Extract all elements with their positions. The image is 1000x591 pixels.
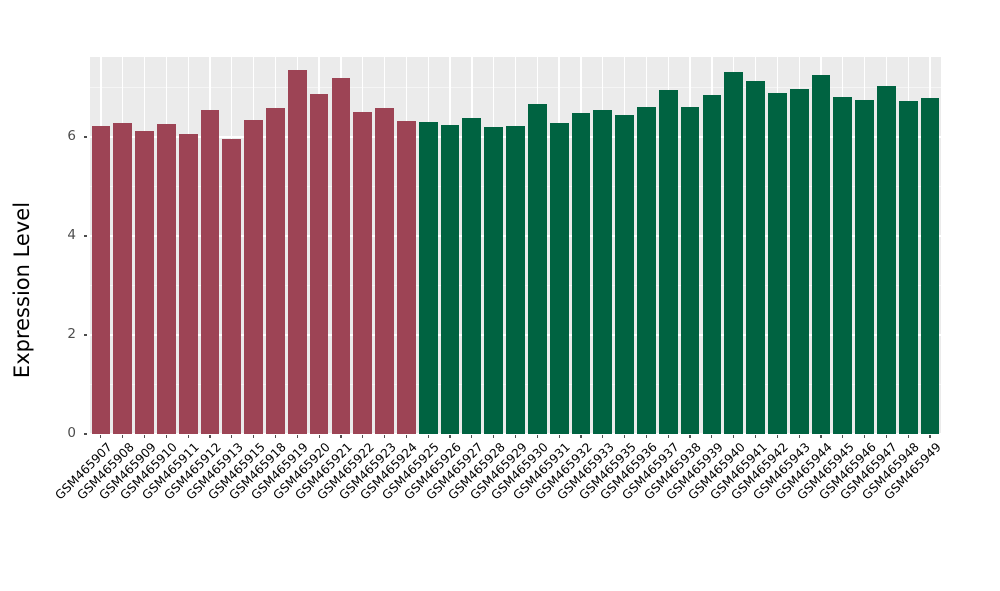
bar	[833, 97, 853, 434]
bar	[767, 93, 787, 434]
bar	[615, 115, 634, 434]
bar	[222, 138, 242, 434]
bar	[113, 122, 133, 434]
y-axis-tick-label: 0	[67, 425, 76, 441]
x-axis-tick-mark	[798, 435, 800, 438]
bar	[353, 112, 373, 434]
bar	[920, 97, 940, 434]
x-axis-tick-mark	[536, 435, 538, 438]
x-axis-tick-mark	[340, 435, 342, 438]
bar	[658, 90, 678, 434]
y-axis-tick-mark	[84, 433, 87, 435]
x-axis-tick-mark	[907, 435, 909, 438]
y-axis-tick-label: 4	[67, 227, 76, 243]
bar	[309, 94, 329, 434]
y-axis-tick-mark	[84, 136, 87, 138]
bar	[527, 103, 547, 434]
bar	[418, 121, 438, 434]
bar	[637, 107, 656, 434]
x-axis-tick-mark	[165, 435, 167, 438]
x-axis-tick-mark	[514, 435, 517, 438]
bar	[789, 89, 809, 434]
bar	[331, 78, 351, 434]
bar	[397, 120, 416, 434]
y-axis-tick-mark	[84, 334, 87, 336]
bar	[724, 72, 744, 434]
bar	[91, 126, 111, 434]
x-axis-tick-mark	[471, 435, 473, 438]
y-axis-tick-label: 6	[67, 128, 76, 144]
bar	[156, 124, 176, 434]
x-axis-tick-mark	[383, 435, 386, 438]
x-axis-tick-mark	[624, 435, 626, 438]
x-axis-tick-mark	[602, 435, 604, 438]
bar	[593, 109, 613, 434]
x-axis-tick-mark	[100, 435, 102, 438]
x-axis-tick-mark	[645, 435, 647, 438]
x-axis-tick-mark	[580, 435, 582, 438]
x-axis-tick-mark	[427, 435, 429, 438]
y-axis-tick-label: 2	[67, 326, 76, 342]
x-axis-tick-mark	[449, 435, 451, 438]
x-axis-tick-mark	[864, 435, 866, 438]
x-axis-tick-mark	[231, 435, 233, 438]
x-axis-tick-mark	[776, 435, 778, 438]
x-axis-tick-mark	[187, 435, 189, 438]
x-axis-tick-mark	[122, 435, 124, 438]
bar	[680, 107, 700, 434]
y-axis-tick-mark	[84, 235, 87, 237]
bar	[178, 133, 198, 434]
x-axis-tick-mark	[558, 435, 560, 438]
bar	[484, 126, 504, 434]
bar	[506, 125, 525, 434]
bar	[462, 117, 482, 434]
x-axis-tick-mark	[820, 435, 822, 438]
bar	[440, 124, 460, 434]
bar	[746, 80, 765, 434]
x-axis-tick-mark	[711, 435, 713, 438]
x-axis-tick-mark	[362, 435, 364, 438]
bar	[811, 74, 831, 434]
y-axis-tick-group: 0 2 4 6	[0, 0, 90, 580]
x-axis-tick-mark	[143, 435, 146, 438]
x-axis-tick-mark	[842, 435, 844, 438]
x-axis-tick-mark	[253, 435, 255, 438]
x-axis-tick-mark	[274, 435, 277, 438]
x-axis-tick-mark	[754, 435, 757, 438]
bar	[244, 119, 264, 434]
x-axis-tick-mark	[733, 435, 735, 438]
bar	[898, 101, 918, 434]
bar	[571, 112, 591, 434]
x-axis-tick-mark	[296, 435, 298, 438]
bar	[135, 130, 154, 434]
x-axis-tick-mark	[493, 435, 495, 438]
plot-panel	[90, 57, 941, 435]
x-axis-tick-mark	[689, 435, 691, 438]
x-axis-tick-mark	[209, 435, 211, 438]
x-axis-tick-mark	[405, 435, 407, 438]
x-axis-tick-mark	[318, 435, 320, 438]
bar	[855, 100, 874, 434]
bar	[702, 95, 722, 434]
bar	[266, 108, 285, 434]
x-axis-tick-mark	[885, 435, 888, 438]
x-axis-tick-mark	[929, 435, 931, 438]
bar	[877, 86, 896, 434]
bar	[549, 122, 569, 434]
bar	[200, 109, 220, 434]
bar	[287, 69, 307, 434]
bar	[375, 108, 394, 434]
x-axis-tick-mark	[667, 435, 669, 438]
